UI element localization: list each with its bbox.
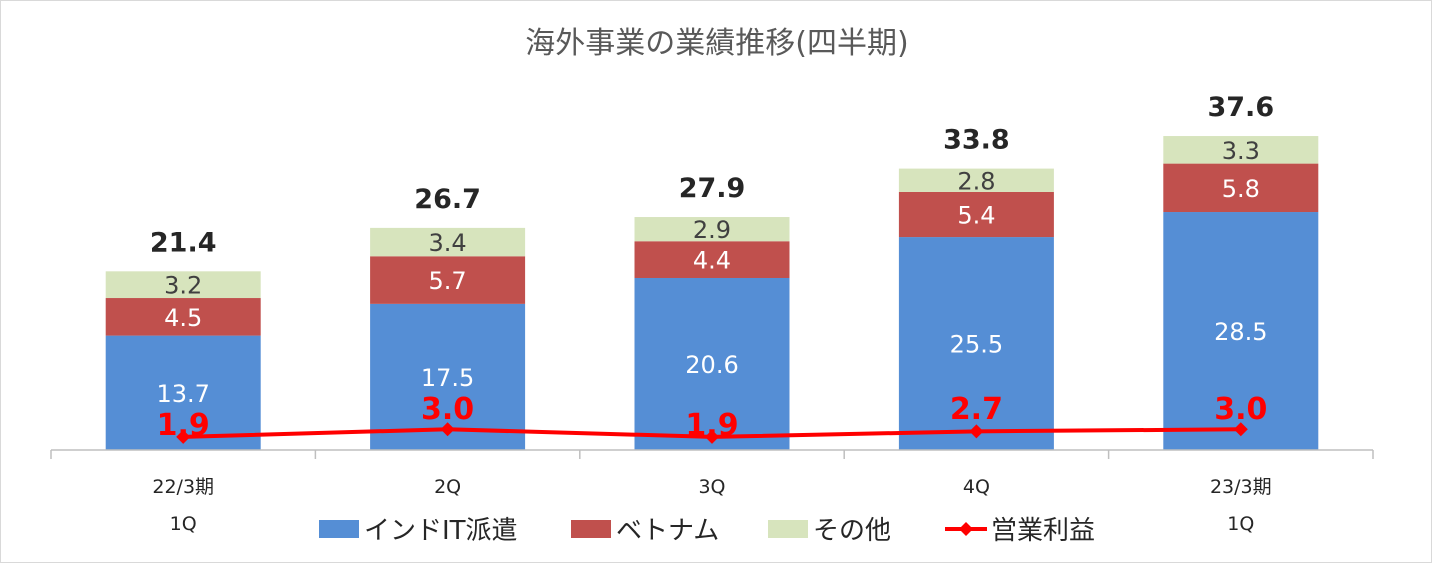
x-tick-label: 23/3期	[1210, 476, 1272, 498]
total-label: 21.4	[150, 227, 217, 258]
bar-segment	[634, 241, 790, 278]
x-tick-label: 2Q	[434, 476, 461, 498]
legend-marker	[959, 522, 973, 536]
legend: インドIT派遣 ベトナム その他 営業利益	[319, 516, 1095, 546]
profit-label: 2.7	[950, 392, 1003, 427]
profit-marker	[440, 422, 455, 437]
total-label: 33.8	[943, 125, 1010, 156]
bar-segment	[1163, 163, 1319, 213]
legend-label: 営業利益	[991, 516, 1095, 546]
legend-swatch	[768, 520, 808, 538]
bar-segment	[105, 298, 261, 336]
profit-marker	[969, 424, 984, 439]
data-label: 3.2	[164, 272, 202, 300]
bar-segment	[898, 237, 1054, 450]
x-tick-label: 3Q	[698, 476, 725, 498]
profit-label: 1.9	[685, 408, 738, 443]
data-label: 3.3	[1222, 137, 1260, 165]
data-label: 13.7	[156, 380, 209, 408]
plot-area: 13.7 4.5 3.2 21.4 17.5 5.7 3.4 26.7 20.6 4.4 2.9 27…	[50, 92, 1374, 535]
total-label: 26.7	[414, 184, 481, 215]
chart-title: 海外事業の業績推移(四半期)	[525, 26, 908, 61]
bar-segment	[634, 217, 790, 242]
data-label: 3.4	[429, 229, 467, 257]
data-label: 4.4	[693, 247, 731, 275]
x-tick-label: 1Q	[1227, 513, 1254, 535]
profit-label: 1.9	[157, 408, 210, 443]
bar-segment	[898, 168, 1054, 192]
data-label: 5.8	[1222, 175, 1260, 203]
data-label: 28.5	[1214, 318, 1267, 346]
legend-label: インドIT派遣	[364, 516, 518, 546]
profit-marker	[1233, 422, 1248, 437]
legend-swatch	[571, 520, 611, 538]
bar-segment	[370, 256, 526, 304]
data-label: 5.4	[957, 202, 995, 230]
total-label: 37.6	[1207, 92, 1274, 123]
x-tick-label: 4Q	[963, 476, 990, 498]
bar-segment	[898, 191, 1054, 238]
profit-marker	[176, 429, 191, 444]
data-label: 17.5	[421, 364, 474, 392]
total-label: 27.9	[679, 173, 746, 204]
bar-segment	[370, 227, 526, 257]
bar-segment	[105, 271, 261, 299]
profit-marker	[705, 429, 719, 444]
profit-label: 3.0	[1214, 392, 1267, 427]
legend-label: その他	[813, 516, 891, 546]
x-tick-label: 1Q	[170, 513, 197, 535]
legend-label: ベトナム	[616, 516, 719, 546]
data-label: 2.8	[957, 167, 995, 195]
data-label: 5.7	[429, 267, 467, 295]
data-label: 25.5	[950, 331, 1003, 359]
data-label: 2.9	[693, 216, 731, 244]
x-tick-label: 22/3期	[152, 476, 214, 498]
profit-label: 3.0	[421, 392, 474, 427]
bar-segment	[1163, 136, 1319, 164]
bar-segment	[634, 277, 790, 450]
data-label: 4.5	[164, 304, 202, 332]
data-label: 20.6	[685, 351, 738, 379]
legend-swatch	[319, 520, 359, 538]
bar-segment	[1163, 212, 1319, 450]
